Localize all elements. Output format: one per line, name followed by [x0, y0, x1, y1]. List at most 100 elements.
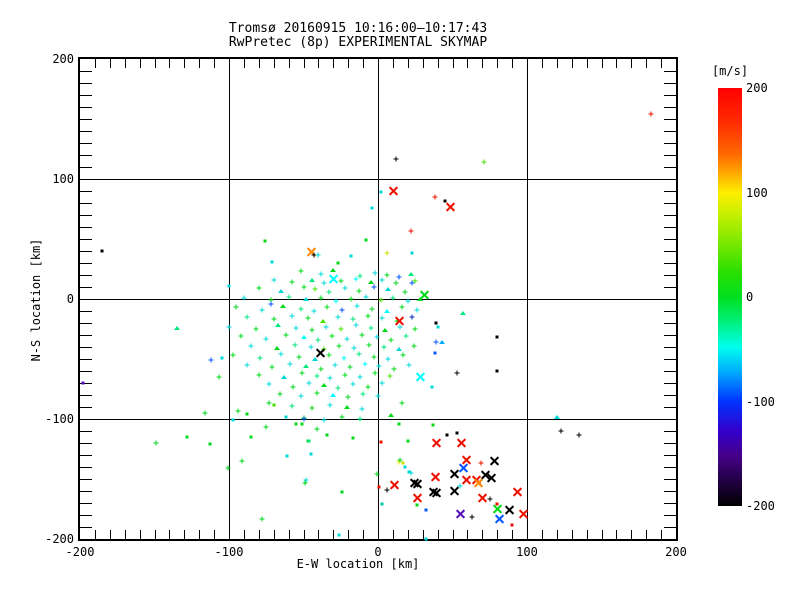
y-minor-tick	[80, 251, 92, 252]
data-point	[461, 476, 470, 485]
plot-title-block: Tromsø 20160915 10:16:00–10:17:43 RwPret…	[60, 22, 656, 50]
data-point	[239, 458, 245, 464]
x-tick-label: -200	[65, 545, 95, 559]
x-minor-tick	[318, 530, 320, 539]
data-point	[439, 340, 446, 345]
x-minor-tick	[109, 59, 111, 68]
data-point	[379, 315, 385, 321]
data-point	[298, 393, 304, 399]
data-point	[318, 271, 324, 277]
y-minor-tick	[80, 107, 92, 108]
data-point	[396, 459, 402, 465]
x-minor-tick	[482, 530, 484, 539]
x-minor-tick	[214, 59, 216, 68]
data-point	[349, 254, 353, 258]
x-minor-tick	[94, 530, 96, 539]
data-point	[256, 285, 262, 291]
data-point	[409, 280, 415, 286]
x-minor-tick	[214, 530, 216, 539]
x-minor-tick	[616, 59, 618, 68]
data-point	[312, 286, 318, 292]
y-minor-tick	[664, 431, 676, 432]
data-point	[298, 268, 304, 274]
data-point	[314, 390, 320, 396]
x-minor-tick	[631, 530, 633, 539]
data-point	[300, 335, 307, 340]
data-point	[314, 373, 320, 379]
data-point	[379, 190, 383, 194]
data-point	[301, 284, 306, 290]
data-point	[399, 400, 405, 406]
data-point	[350, 316, 356, 322]
data-point	[340, 490, 344, 494]
data-point	[309, 452, 313, 456]
data-point	[153, 440, 159, 446]
data-point	[292, 342, 298, 348]
data-point	[403, 465, 407, 469]
data-point	[263, 424, 269, 430]
data-point	[332, 362, 338, 368]
y-minor-tick	[80, 131, 92, 132]
data-point	[495, 369, 499, 373]
data-point	[266, 400, 272, 406]
y-minor-tick	[664, 479, 676, 480]
data-point	[303, 297, 310, 301]
data-point	[350, 381, 356, 387]
y-minor-tick	[80, 215, 92, 216]
data-point	[478, 460, 484, 466]
data-point	[408, 470, 414, 476]
y-minor-tick	[664, 203, 676, 204]
colorbar-unit-label: [m/s]	[711, 64, 749, 78]
x-minor-tick	[422, 530, 424, 539]
data-point	[412, 479, 421, 488]
data-point	[490, 457, 499, 466]
data-point	[271, 316, 277, 322]
data-point	[263, 336, 269, 342]
x-minor-tick	[452, 530, 454, 539]
data-point	[81, 381, 85, 385]
x-minor-tick	[303, 530, 305, 539]
data-point	[329, 274, 338, 283]
x-minor-tick	[124, 530, 126, 539]
y-minor-tick	[80, 71, 92, 72]
y-minor-tick	[664, 323, 676, 324]
data-point	[338, 326, 344, 332]
data-point	[457, 483, 463, 489]
x-tick-label: 200	[665, 545, 687, 559]
y-minor-tick	[664, 275, 676, 276]
y-minor-tick	[664, 251, 676, 252]
y-minor-tick	[80, 371, 92, 372]
x-minor-tick	[512, 59, 514, 68]
y-minor-tick	[80, 239, 92, 240]
data-point	[300, 422, 304, 426]
y-minor-tick	[664, 407, 676, 408]
x-minor-tick	[616, 530, 618, 539]
y-minor-tick	[664, 359, 676, 360]
x-minor-tick	[184, 530, 186, 539]
data-point	[307, 439, 311, 443]
data-point	[248, 343, 254, 349]
data-point	[458, 464, 467, 473]
data-point	[309, 405, 315, 411]
data-point	[315, 252, 321, 258]
data-point	[285, 454, 289, 458]
data-point	[270, 260, 274, 264]
x-minor-tick	[154, 59, 156, 68]
data-point	[306, 380, 312, 386]
x-minor-tick	[303, 59, 305, 68]
data-point	[227, 284, 231, 288]
data-point	[410, 251, 414, 255]
data-point	[278, 288, 285, 293]
data-point	[299, 370, 305, 376]
data-point	[366, 342, 372, 348]
data-point	[356, 351, 362, 357]
data-point	[405, 298, 411, 304]
data-point	[393, 280, 399, 286]
data-point	[336, 261, 340, 265]
data-point	[259, 307, 265, 313]
data-point	[277, 391, 283, 397]
data-point	[321, 417, 327, 423]
y-minor-tick	[664, 71, 676, 72]
x-axis-title: E-W location [km]	[296, 557, 420, 571]
data-point	[408, 228, 414, 234]
